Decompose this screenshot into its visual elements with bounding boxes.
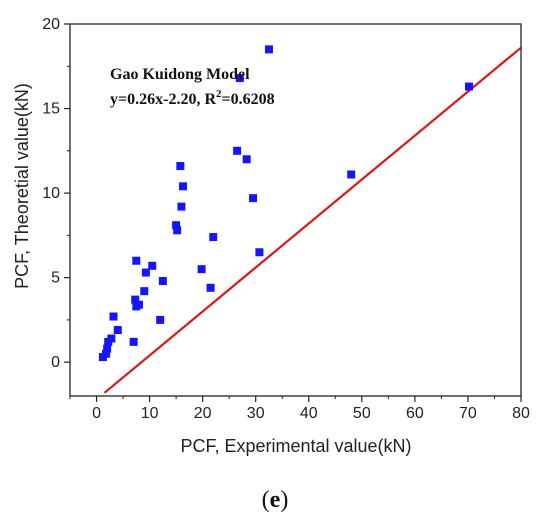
data-point: [176, 162, 185, 171]
equation-annotation: y=0.26x-2.20, R2=0.6208: [110, 88, 275, 108]
x-tick-label: 0: [92, 405, 101, 422]
plot-frame: [69, 23, 522, 397]
fit-line-layer: [103, 46, 522, 394]
data-point: [141, 268, 150, 277]
x-tick-label: 50: [353, 405, 371, 422]
axes: 0 10 20 30 40 50 60 70 80 0 5 10 15 20: [42, 16, 530, 422]
data-point: [179, 182, 188, 191]
data-point: [134, 300, 143, 309]
y-tick-label: 10: [42, 185, 60, 202]
y-tick-label: 20: [42, 16, 60, 33]
data-point: [129, 337, 138, 346]
x-tick-label: 80: [512, 405, 530, 422]
data-point: [140, 287, 149, 296]
fit-line: [103, 46, 522, 394]
panel-label: (e): [262, 487, 289, 513]
y-tick-label: 5: [51, 270, 60, 287]
data-point: [132, 256, 141, 265]
y-axis-label: PCF, Theoretial value(kN): [12, 83, 32, 289]
data-point: [113, 326, 122, 335]
x-tick-label: 60: [406, 405, 424, 422]
model-annotation: Gao Kuidong Model: [110, 66, 250, 83]
data-point: [347, 170, 356, 179]
data-point: [131, 295, 140, 304]
data-point: [103, 344, 112, 353]
data-point: [109, 312, 118, 321]
data-point: [173, 226, 182, 235]
x-tick-label: 10: [141, 405, 159, 422]
data-point: [148, 261, 157, 270]
data-point: [255, 248, 264, 257]
data-point: [233, 146, 242, 155]
data-point: [206, 283, 215, 292]
data-point: [465, 82, 474, 91]
x-axis-label: PCF, Experimental value(kN): [180, 436, 411, 456]
data-point: [177, 202, 186, 211]
y-tick-label: 15: [42, 101, 60, 118]
data-point: [102, 349, 111, 358]
x-tick-label: 30: [247, 405, 265, 422]
data-point: [242, 155, 251, 164]
data-point: [156, 315, 165, 324]
data-point: [264, 45, 273, 54]
x-tick-label: 20: [194, 405, 212, 422]
data-point: [249, 194, 258, 203]
data-point: [158, 277, 167, 286]
x-tick-label: 70: [459, 405, 477, 422]
panel-letter: e: [270, 487, 281, 513]
data-point: [235, 74, 244, 83]
x-tick-label: 40: [300, 405, 318, 422]
y-tick-label: 0: [51, 354, 60, 371]
data-point: [107, 334, 116, 343]
data-point: [209, 233, 218, 242]
data-point: [197, 265, 206, 274]
data-point: [172, 221, 181, 230]
data-points: [98, 45, 474, 362]
